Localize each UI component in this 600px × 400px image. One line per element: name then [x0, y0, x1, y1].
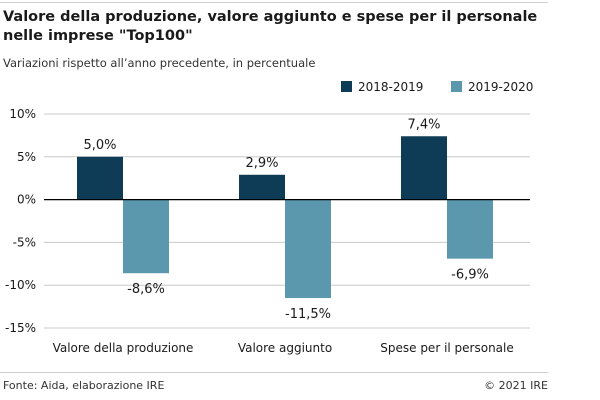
y-tick-label: 10%	[9, 107, 36, 121]
legend-item-series-1: 2018-2019	[341, 80, 423, 94]
legend-swatch-series-2	[451, 81, 462, 92]
bottom-rule	[0, 372, 548, 373]
y-tick-label: -15%	[5, 321, 36, 335]
y-tick-label: 5%	[17, 150, 36, 164]
data-label: 5,0%	[83, 138, 116, 153]
chart-title: Valore della produzione, valore aggiunto…	[3, 9, 538, 44]
y-tick-label: -10%	[5, 278, 36, 292]
legend-label-series-2: 2019-2020	[468, 80, 534, 94]
bar	[77, 156, 123, 200]
bar	[447, 199, 493, 259]
x-tick-label: Valore aggiunto	[238, 341, 332, 355]
y-tick-label: -5%	[13, 235, 36, 249]
legend-label-series-1: 2018-2019	[358, 80, 424, 94]
x-tick-label: Spese per il personale	[380, 341, 514, 355]
copyright-note: © 2021 IRE	[484, 379, 548, 392]
bar	[401, 136, 447, 200]
chart-subtitle: Variazioni rispetto all’anno precedente,…	[3, 56, 316, 70]
top-rule	[0, 2, 548, 3]
x-tick-label: Valore della produzione	[53, 341, 194, 355]
y-tick-label: 0%	[17, 193, 36, 207]
data-label: 7,4%	[407, 117, 440, 132]
data-label: -11,5%	[285, 307, 331, 322]
legend-item-series-2: 2019-2020	[451, 80, 533, 94]
bar	[239, 174, 285, 200]
data-label: -6,9%	[451, 268, 489, 283]
bar	[285, 199, 331, 299]
bar	[123, 199, 169, 274]
source-note: Fonte: Aida, elaborazione IRE	[3, 379, 165, 392]
data-label: -8,6%	[127, 282, 165, 297]
data-label: 2,9%	[245, 156, 278, 171]
legend-swatch-series-1	[341, 81, 352, 92]
